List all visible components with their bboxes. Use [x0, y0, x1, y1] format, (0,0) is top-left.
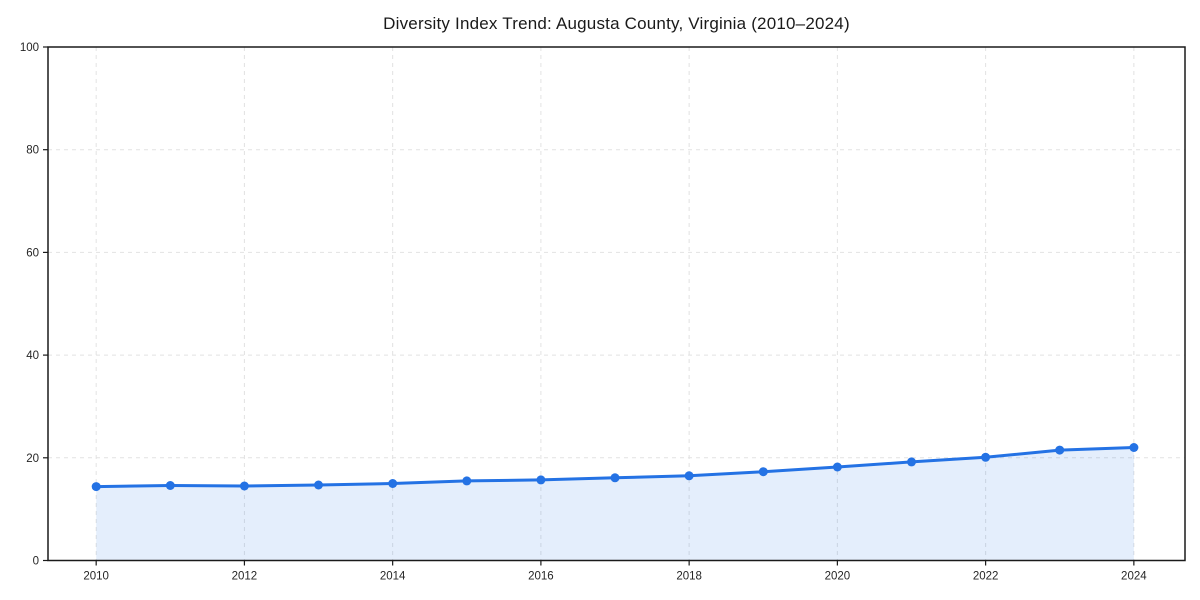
x-tick-label: 2022 [973, 571, 999, 583]
y-tick-label: 0 [33, 556, 39, 568]
data-point-2019 [758, 467, 768, 477]
y-tick-label: 20 [26, 453, 39, 465]
y-tick-label: 100 [20, 42, 39, 54]
data-point-2020 [832, 462, 842, 472]
data-point-2012 [239, 481, 249, 491]
data-point-2017 [610, 473, 620, 483]
data-point-2010 [91, 482, 101, 492]
y-tick-label: 80 [26, 145, 39, 157]
x-tick-label: 2016 [528, 571, 554, 583]
x-tick-label: 2024 [1121, 571, 1147, 583]
data-point-2013 [314, 480, 323, 490]
data-point-2024 [1129, 443, 1139, 452]
x-tick-label: 2014 [380, 571, 406, 583]
x-tick-label: 2012 [232, 571, 258, 583]
data-point-2016 [536, 475, 546, 485]
data-point-2011 [165, 481, 175, 490]
area-fill [96, 447, 1134, 561]
data-point-2015 [462, 476, 472, 486]
data-point-2021 [907, 457, 916, 467]
data-point-2018 [684, 471, 694, 481]
x-tick-label: 2010 [83, 571, 109, 583]
chart-title: Diversity Index Trend: Augusta County, V… [383, 14, 850, 33]
data-point-2023 [1055, 445, 1065, 455]
x-tick-label: 2018 [676, 571, 702, 583]
plot-border [47, 46, 1186, 562]
data-point-2022 [981, 452, 991, 462]
x-tick-label: 2020 [825, 571, 851, 583]
y-tick-label: 40 [26, 350, 39, 362]
data-point-2014 [388, 479, 398, 488]
y-tick-label: 60 [26, 247, 39, 259]
